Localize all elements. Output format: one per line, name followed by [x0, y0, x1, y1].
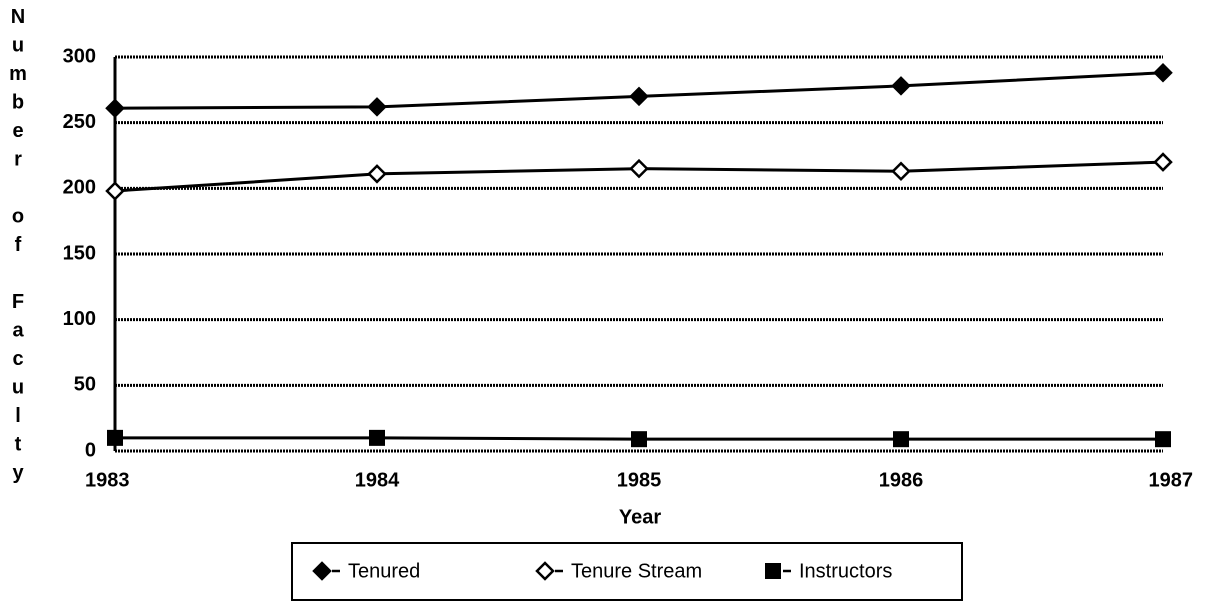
- legend-box: [291, 542, 963, 601]
- x-tick-label: 1985: [617, 469, 662, 491]
- marker: [891, 161, 911, 182]
- y-tick-label: 300: [63, 45, 96, 67]
- x-tick-label: 1987: [1149, 469, 1194, 491]
- legend-label: Instructors: [799, 560, 892, 582]
- y-tick-label: 0: [85, 439, 96, 461]
- marker: [629, 158, 649, 179]
- marker: [105, 181, 125, 201]
- y-tick-label: 200: [63, 177, 96, 199]
- marker: [1153, 62, 1173, 83]
- marker: [105, 98, 125, 118]
- marker: [1153, 152, 1173, 172]
- x-axis-label: Year: [619, 506, 661, 528]
- y-tick-label: 100: [63, 308, 96, 330]
- marker: [893, 431, 909, 448]
- marker: [367, 97, 387, 117]
- marker: [629, 86, 649, 107]
- marker: [631, 431, 647, 448]
- x-tick-label: 1983: [85, 469, 130, 491]
- marker: [312, 561, 332, 581]
- marker: [1155, 431, 1171, 448]
- marker: [535, 561, 555, 581]
- y-tick-label: 50: [74, 374, 96, 396]
- x-tick-label: 1986: [879, 469, 924, 491]
- marker: [367, 164, 387, 184]
- legend-label: Tenured: [348, 560, 420, 582]
- marker: [891, 76, 911, 96]
- legend-label: Tenure Stream: [571, 560, 702, 582]
- y-tick-label: 250: [63, 111, 96, 133]
- x-tick-label: 1984: [355, 469, 400, 491]
- marker: [369, 429, 385, 446]
- marker: [765, 563, 781, 579]
- marker: [107, 429, 123, 446]
- y-tick-label: 150: [63, 242, 96, 264]
